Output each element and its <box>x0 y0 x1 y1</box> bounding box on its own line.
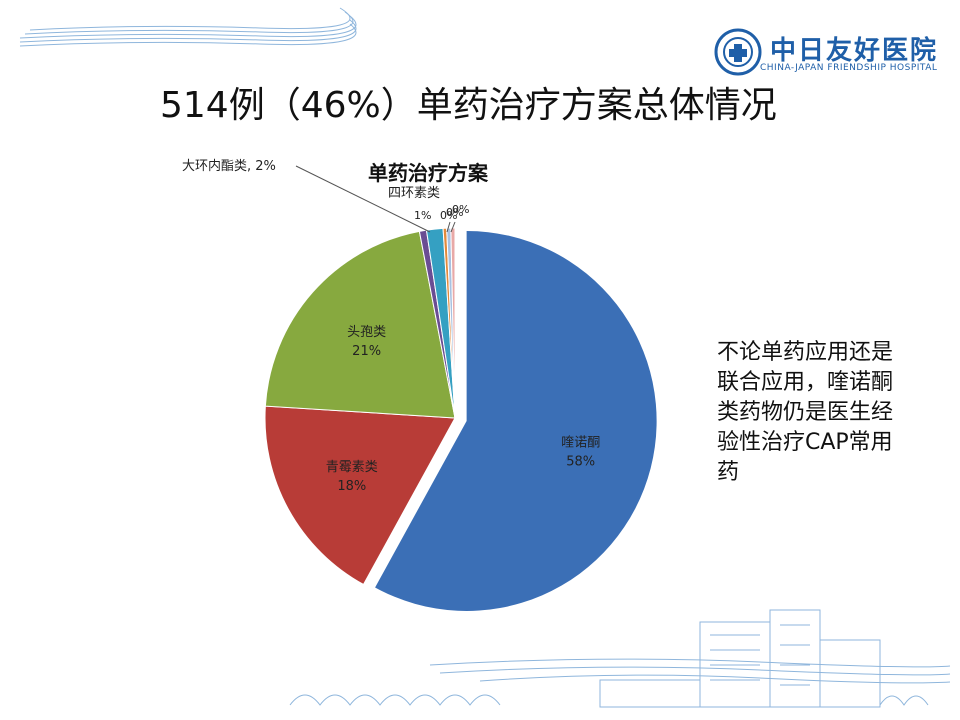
logo-english: CHINA-JAPAN FRIENDSHIP HOSPITAL <box>760 63 938 73</box>
leader-line-macrolide <box>295 165 431 233</box>
pie-slice-cephalosporin <box>264 230 456 419</box>
slice-value-penicillin: 18% <box>337 479 366 494</box>
slice-value-other-3: 0% <box>452 203 469 216</box>
slice-label-penicillin: 青霉素类 <box>326 460 378 475</box>
slide-title: 514例（46%）单药治疗方案总体情况 <box>160 85 777 126</box>
chart-title: 单药治疗方案 <box>368 161 488 185</box>
slice-value-other-1: 0% <box>440 209 457 222</box>
slice-value-cephalosporin: 21% <box>352 344 381 359</box>
pie-slice-quinolone <box>375 230 657 611</box>
slice-value-quinolone: 58% <box>566 454 595 469</box>
leader-line-other-1 <box>446 221 451 233</box>
slice-label-cephalosporin: 头孢类 <box>347 325 386 340</box>
slice-label-tetracycline: 四环素类 <box>388 186 440 201</box>
slice-value-other-2: 0% <box>446 206 463 219</box>
note-text: 不论单药应用还是联合应用，喹诺酮类药物仍是医生经验性治疗CAP常用药 <box>717 340 894 485</box>
logo-name: 中日友好医院 <box>770 36 939 66</box>
leader-line-other-2 <box>450 221 456 233</box>
slice-label-quinolone: 喹诺酮 <box>561 435 600 450</box>
pie-slice-penicillin <box>264 405 456 586</box>
slice-label-macrolide: 大环内酯类, 2% <box>182 158 276 174</box>
slice-value-tetracycline: 1% <box>414 209 431 222</box>
